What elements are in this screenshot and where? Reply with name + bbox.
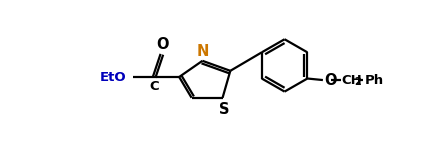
Text: O: O <box>324 73 337 88</box>
Text: 2: 2 <box>355 77 361 87</box>
Text: N: N <box>197 44 209 59</box>
Text: C: C <box>150 80 159 93</box>
Text: S: S <box>219 102 230 117</box>
Text: EtO: EtO <box>100 71 127 84</box>
Text: Ph: Ph <box>365 74 384 87</box>
Text: O: O <box>157 37 169 52</box>
Text: CH: CH <box>341 74 362 87</box>
